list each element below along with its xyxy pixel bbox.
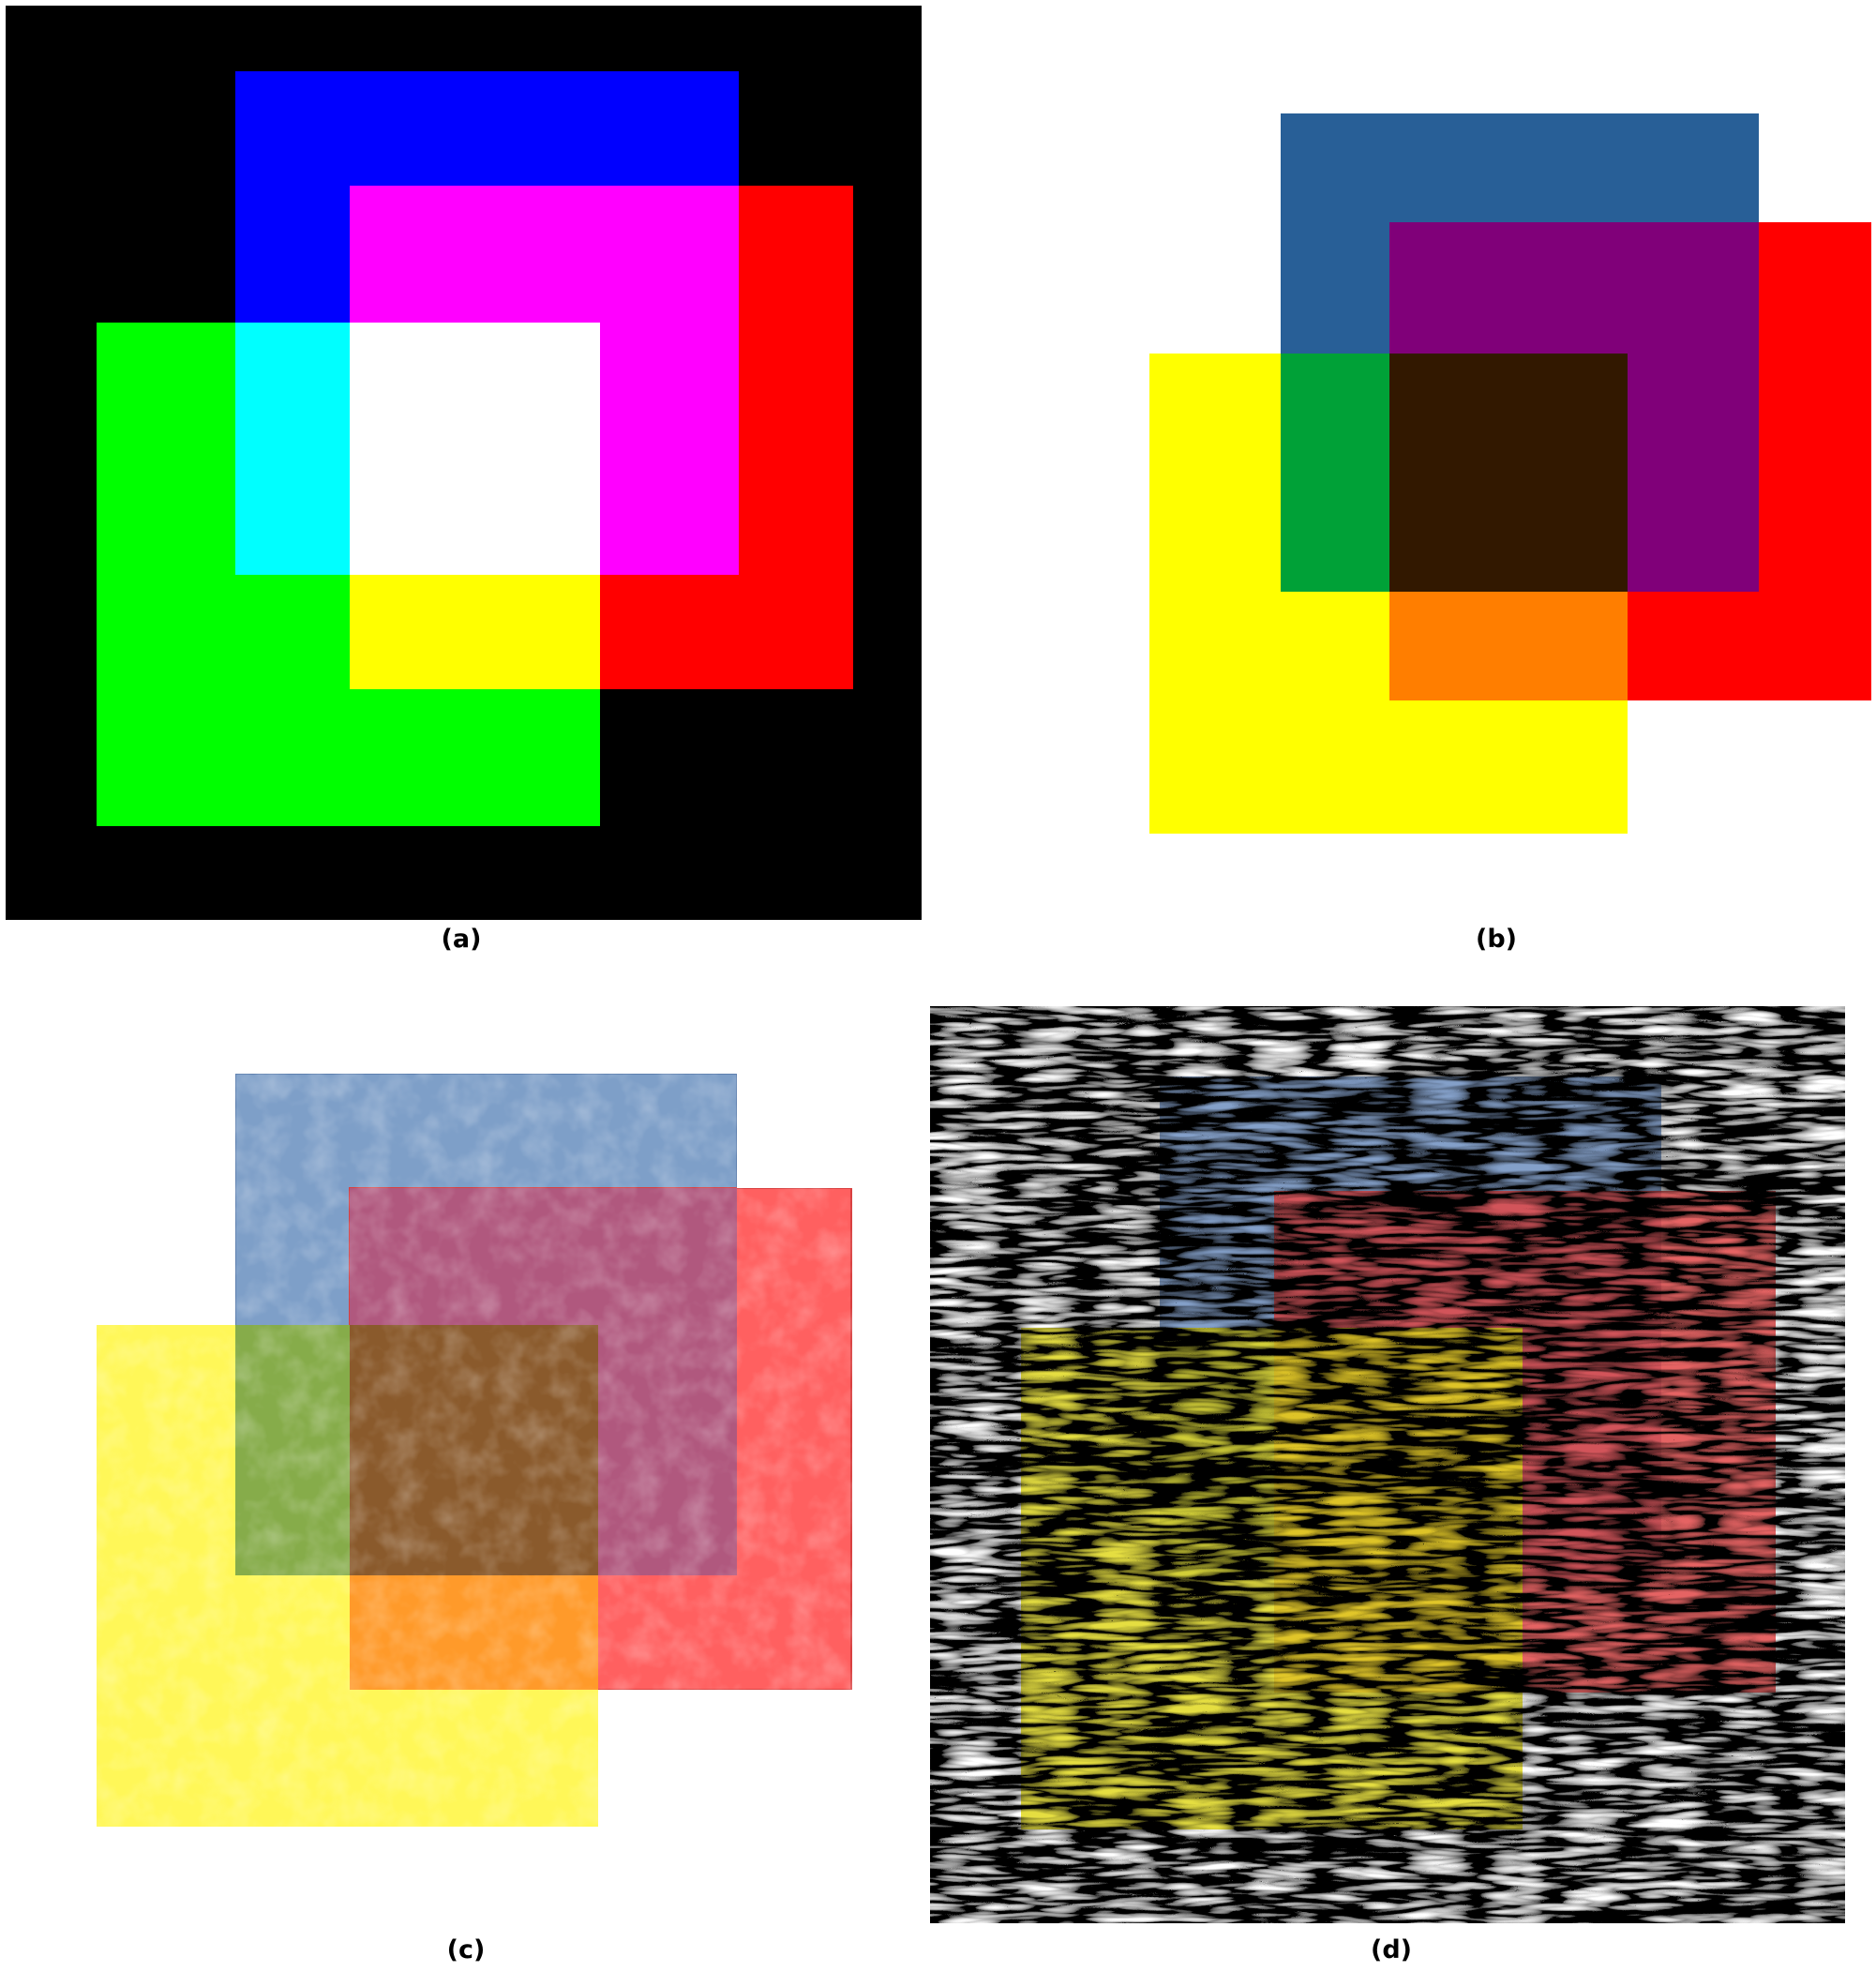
caption-d: (d) <box>1370 1935 1412 1964</box>
caption-c: (c) <box>446 1935 486 1964</box>
panel-b <box>1149 113 1871 834</box>
caption-a: (a) <box>441 925 482 954</box>
cyan-overlap <box>235 323 350 575</box>
yellow-square <box>1021 1328 1523 1829</box>
yellow-overlap <box>350 575 600 689</box>
panel-d <box>930 1006 1845 1923</box>
orange-overlap <box>1389 592 1628 700</box>
white-overlap <box>350 323 600 575</box>
caption-b: (b) <box>1475 925 1517 954</box>
panel-d-texture <box>930 1006 1845 1923</box>
dark-brown-overlap <box>1389 354 1628 592</box>
green-overlap <box>1281 354 1389 592</box>
panel-a <box>6 6 922 920</box>
panel-c-texture <box>96 1074 853 1829</box>
panel-c <box>96 1074 853 1829</box>
